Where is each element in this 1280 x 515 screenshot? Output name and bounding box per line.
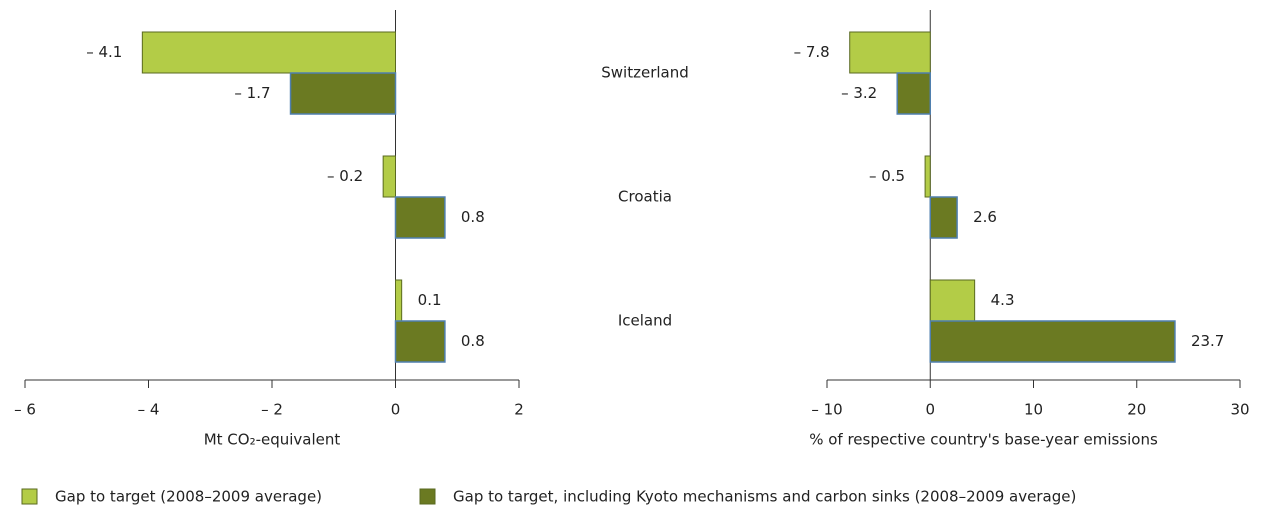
bar bbox=[394, 196, 446, 239]
value-label: 23.7 bbox=[1191, 332, 1224, 350]
bar bbox=[924, 155, 931, 198]
value-label: 0.8 bbox=[461, 208, 485, 226]
category-label: Croatia bbox=[618, 188, 672, 206]
x-tick-label: 0 bbox=[391, 401, 401, 419]
bar bbox=[382, 155, 396, 198]
value-label: – 0.2 bbox=[327, 167, 363, 185]
bar bbox=[394, 320, 446, 363]
bar bbox=[141, 31, 396, 74]
x-tick-label: 30 bbox=[1230, 401, 1249, 419]
x-tick-label: 10 bbox=[1024, 401, 1043, 419]
bar bbox=[395, 279, 403, 322]
bar bbox=[929, 196, 958, 239]
value-label: 4.3 bbox=[991, 291, 1015, 309]
x-tick-label: – 2 bbox=[261, 401, 283, 419]
value-label: – 1.7 bbox=[234, 84, 270, 102]
legend-label: Gap to target, including Kyoto mechanism… bbox=[453, 488, 1076, 506]
x-axis-label: Mt CO₂-equivalent bbox=[204, 431, 341, 449]
x-tick-label: – 4 bbox=[138, 401, 160, 419]
category-label: Iceland bbox=[618, 312, 672, 330]
bar bbox=[929, 279, 976, 322]
bar bbox=[849, 31, 931, 74]
x-tick-label: – 10 bbox=[811, 401, 842, 419]
bar bbox=[929, 320, 1176, 363]
bar bbox=[289, 72, 397, 115]
x-tick-label: 2 bbox=[514, 401, 524, 419]
category-label: Switzerland bbox=[601, 64, 689, 82]
x-tick-label: 20 bbox=[1127, 401, 1146, 419]
value-label: 2.6 bbox=[973, 208, 997, 226]
x-tick-label: – 6 bbox=[14, 401, 36, 419]
x-axis-label: % of respective country's base-year emis… bbox=[809, 431, 1158, 449]
legend-swatch bbox=[419, 488, 436, 505]
value-label: – 3.2 bbox=[841, 84, 877, 102]
legend-label: Gap to target (2008–2009 average) bbox=[55, 488, 322, 506]
value-label: – 0.5 bbox=[869, 167, 905, 185]
value-label: 0.1 bbox=[418, 291, 442, 309]
x-tick-label: 0 bbox=[925, 401, 935, 419]
legend-swatch bbox=[21, 488, 38, 505]
bar bbox=[896, 72, 932, 115]
value-label: 0.8 bbox=[461, 332, 485, 350]
value-label: – 4.1 bbox=[86, 43, 122, 61]
value-label: – 7.8 bbox=[794, 43, 830, 61]
